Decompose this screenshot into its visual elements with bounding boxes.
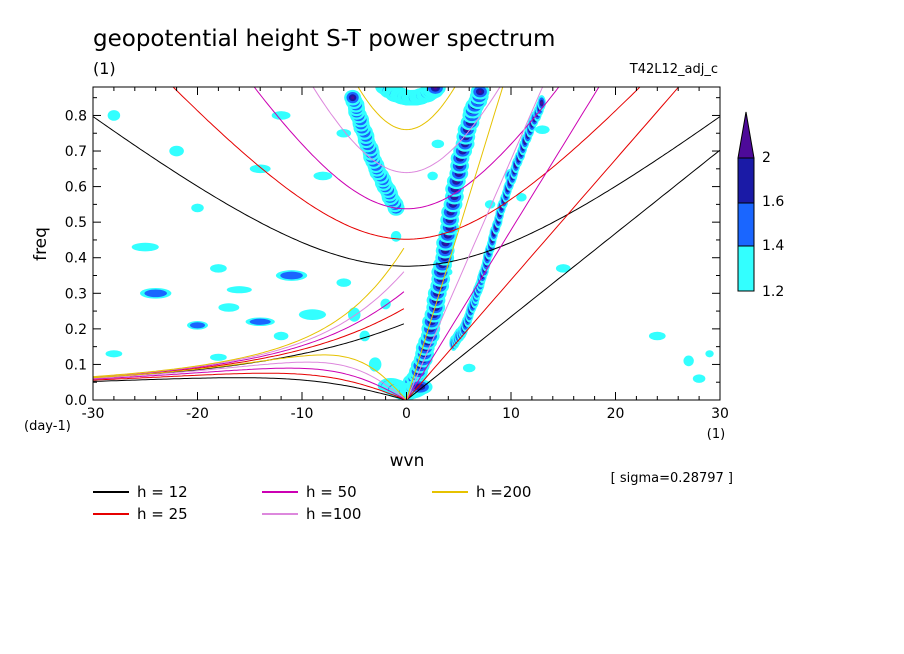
y-tick-label: 0.8 bbox=[65, 108, 87, 124]
contour-blob bbox=[516, 192, 527, 202]
rossby-curve bbox=[93, 377, 407, 400]
x-tick-label: 0 bbox=[402, 406, 411, 422]
contour-blob bbox=[705, 350, 714, 358]
kelvin-curve bbox=[406, 87, 544, 400]
x-tick-label: 20 bbox=[607, 406, 625, 422]
contour-blob bbox=[462, 363, 476, 373]
y-tick-label: 0.6 bbox=[65, 180, 87, 196]
y-tick-label: 0.2 bbox=[65, 322, 87, 338]
contour-blob bbox=[218, 303, 240, 312]
curve-legend: h = 12 h = 25 h = 50 h =100 h =200 bbox=[93, 483, 531, 523]
contour-blob bbox=[368, 357, 382, 372]
contour-blob bbox=[107, 110, 121, 121]
ig-curve bbox=[253, 87, 560, 210]
contour-blob bbox=[249, 164, 271, 174]
x-tick-label: 30 bbox=[711, 406, 729, 422]
x-axis-label: wvn bbox=[390, 451, 425, 471]
contour-blob bbox=[189, 322, 206, 329]
y-tick-label: 0.1 bbox=[65, 357, 87, 373]
contour-blob bbox=[555, 264, 571, 273]
contour-blob bbox=[347, 307, 361, 322]
contour-blob bbox=[298, 309, 327, 320]
contour-blob bbox=[169, 145, 184, 157]
kelvin-curve bbox=[406, 87, 680, 400]
y-tick-label: 0.5 bbox=[65, 215, 87, 231]
contour-blob bbox=[535, 125, 550, 134]
legend-label: h =100 bbox=[306, 505, 361, 523]
contour-blob bbox=[226, 286, 252, 294]
chart-unit-left: (1) bbox=[93, 59, 116, 78]
colorbar: 1.2 1.4 1.6 2 bbox=[737, 111, 784, 300]
ig-curve bbox=[312, 87, 501, 174]
y-tick-label: 0.4 bbox=[65, 251, 87, 267]
y-unit-label: (day-1) bbox=[24, 419, 71, 434]
contour-blob bbox=[271, 111, 291, 120]
contour-blob bbox=[131, 242, 159, 252]
contour-blob bbox=[210, 264, 227, 273]
contour-blob bbox=[191, 203, 204, 213]
contour-blob bbox=[431, 139, 445, 149]
mrg-curve bbox=[93, 247, 405, 378]
contour-blob bbox=[478, 90, 482, 94]
y-tick-label: 0.7 bbox=[65, 144, 87, 160]
y-tick-label: 0.3 bbox=[65, 286, 87, 302]
contour-blob bbox=[273, 331, 289, 341]
colorbar-label: 1.2 bbox=[762, 284, 784, 300]
y-axis-label: freq bbox=[31, 227, 51, 261]
contour-blob bbox=[144, 289, 167, 298]
kelvin-curve bbox=[406, 87, 504, 400]
contour-blob bbox=[249, 318, 271, 325]
colorbar-label: 1.6 bbox=[762, 194, 784, 210]
colorbar-label: 2 bbox=[762, 150, 771, 166]
plot-area bbox=[93, 87, 720, 400]
contour-blob bbox=[427, 171, 438, 181]
colorbar-top-triangle bbox=[737, 111, 755, 159]
rossby-curve bbox=[93, 361, 407, 400]
contour-blob bbox=[540, 101, 544, 105]
x-unit-label: (1) bbox=[707, 427, 725, 442]
contour-blob bbox=[433, 87, 438, 90]
contour-blob bbox=[683, 355, 694, 367]
contour-blob bbox=[210, 353, 227, 361]
ig-curve bbox=[93, 116, 720, 267]
ig-curve bbox=[357, 87, 456, 131]
legend-label: h =200 bbox=[476, 483, 531, 501]
kelvin-curve bbox=[406, 87, 600, 400]
x-axis: -30 -20 -10 0 10 20 30 bbox=[82, 87, 729, 422]
contour-blob bbox=[648, 331, 666, 341]
colorbar-label: 1.4 bbox=[762, 238, 784, 254]
y-axis: 0.0 0.1 0.2 0.3 0.4 0.5 0.6 0.7 0.8 bbox=[65, 97, 720, 409]
rossby-curve bbox=[93, 367, 407, 400]
x-tick-label: -30 bbox=[82, 406, 105, 422]
contour-blob bbox=[390, 231, 402, 242]
colorbar-segment bbox=[737, 245, 755, 292]
contour-blob bbox=[692, 374, 706, 383]
ig-curve bbox=[172, 87, 641, 240]
contour-blob bbox=[336, 278, 352, 287]
contour-blob bbox=[105, 350, 123, 358]
x-tick-label: -10 bbox=[291, 406, 314, 422]
legend-label: h = 50 bbox=[306, 483, 357, 501]
contour-blob bbox=[280, 271, 303, 280]
rossby-curve bbox=[93, 372, 407, 400]
contour-blob bbox=[313, 171, 333, 181]
kelvin-curve bbox=[406, 149, 720, 400]
y-tick-label: 0.0 bbox=[65, 393, 87, 409]
sigma-note: [ sigma=0.28797 ] bbox=[611, 471, 733, 486]
colorbar-segment bbox=[737, 202, 755, 247]
rossby-curve bbox=[93, 354, 407, 400]
chart-run-id: T42L12_adj_c bbox=[629, 62, 718, 77]
dispersion-curves bbox=[93, 87, 720, 400]
x-tick-label: 10 bbox=[502, 406, 520, 422]
contour-blob bbox=[351, 96, 355, 100]
legend-label: h = 12 bbox=[137, 483, 188, 501]
x-tick-label: -20 bbox=[186, 406, 209, 422]
chart-title: geopotential height S-T power spectrum bbox=[93, 26, 555, 52]
legend-label: h = 25 bbox=[137, 505, 188, 523]
colorbar-segment bbox=[737, 157, 755, 204]
